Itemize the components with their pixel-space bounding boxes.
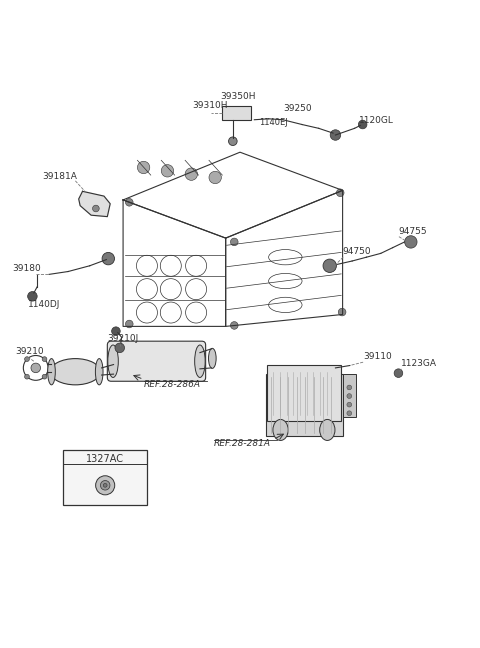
Ellipse shape bbox=[108, 345, 118, 377]
Circle shape bbox=[347, 394, 352, 399]
Circle shape bbox=[103, 483, 107, 487]
Circle shape bbox=[405, 236, 417, 248]
Circle shape bbox=[394, 369, 403, 377]
Circle shape bbox=[161, 165, 174, 177]
Circle shape bbox=[330, 130, 341, 140]
Text: REF.28-281A: REF.28-281A bbox=[214, 439, 271, 448]
Text: 94755: 94755 bbox=[398, 227, 427, 236]
Circle shape bbox=[93, 205, 99, 212]
FancyBboxPatch shape bbox=[300, 365, 307, 374]
Circle shape bbox=[209, 171, 221, 183]
Text: 39250: 39250 bbox=[283, 104, 312, 113]
Text: 1140DJ: 1140DJ bbox=[28, 300, 60, 309]
Circle shape bbox=[42, 357, 47, 362]
Text: 39180: 39180 bbox=[12, 264, 41, 273]
Circle shape bbox=[100, 481, 110, 490]
Text: 39181A: 39181A bbox=[42, 172, 77, 181]
Text: 1123GA: 1123GA bbox=[401, 359, 437, 368]
Text: 1327AC: 1327AC bbox=[86, 454, 124, 464]
Circle shape bbox=[323, 259, 336, 272]
Circle shape bbox=[338, 308, 346, 316]
Text: REF.28-286A: REF.28-286A bbox=[144, 380, 201, 389]
Circle shape bbox=[359, 121, 367, 129]
Circle shape bbox=[115, 343, 124, 353]
Circle shape bbox=[137, 161, 150, 174]
Text: 94750: 94750 bbox=[343, 248, 371, 256]
Circle shape bbox=[42, 375, 47, 379]
Circle shape bbox=[230, 321, 238, 329]
FancyBboxPatch shape bbox=[343, 374, 356, 417]
FancyBboxPatch shape bbox=[266, 374, 343, 436]
Text: 1120GL: 1120GL bbox=[360, 115, 394, 124]
Ellipse shape bbox=[50, 358, 100, 385]
Circle shape bbox=[230, 238, 238, 246]
Circle shape bbox=[125, 320, 133, 328]
Circle shape bbox=[347, 402, 352, 407]
Ellipse shape bbox=[320, 419, 335, 441]
Circle shape bbox=[347, 385, 352, 390]
FancyBboxPatch shape bbox=[267, 365, 341, 421]
Circle shape bbox=[102, 253, 115, 265]
Text: 39110: 39110 bbox=[363, 353, 392, 361]
Text: 39310H: 39310H bbox=[192, 101, 228, 110]
Circle shape bbox=[125, 198, 133, 206]
Circle shape bbox=[336, 189, 344, 196]
Text: 39210: 39210 bbox=[16, 347, 44, 356]
Polygon shape bbox=[79, 191, 110, 216]
Circle shape bbox=[24, 375, 29, 379]
FancyBboxPatch shape bbox=[222, 106, 251, 120]
Circle shape bbox=[28, 292, 37, 301]
Circle shape bbox=[96, 476, 115, 495]
Circle shape bbox=[112, 327, 120, 336]
Ellipse shape bbox=[195, 345, 205, 377]
Circle shape bbox=[228, 137, 237, 146]
Circle shape bbox=[185, 168, 198, 180]
Circle shape bbox=[347, 411, 352, 415]
Ellipse shape bbox=[208, 349, 216, 368]
Circle shape bbox=[31, 363, 40, 373]
Ellipse shape bbox=[48, 358, 55, 385]
FancyBboxPatch shape bbox=[108, 341, 205, 381]
Ellipse shape bbox=[273, 419, 288, 441]
Circle shape bbox=[24, 357, 29, 362]
Text: 1140EJ: 1140EJ bbox=[259, 118, 288, 127]
FancyBboxPatch shape bbox=[276, 365, 283, 374]
FancyBboxPatch shape bbox=[288, 365, 295, 374]
FancyBboxPatch shape bbox=[63, 450, 147, 505]
Text: 39210J: 39210J bbox=[108, 334, 139, 343]
Ellipse shape bbox=[96, 358, 103, 385]
Text: 39350H: 39350H bbox=[220, 91, 255, 100]
